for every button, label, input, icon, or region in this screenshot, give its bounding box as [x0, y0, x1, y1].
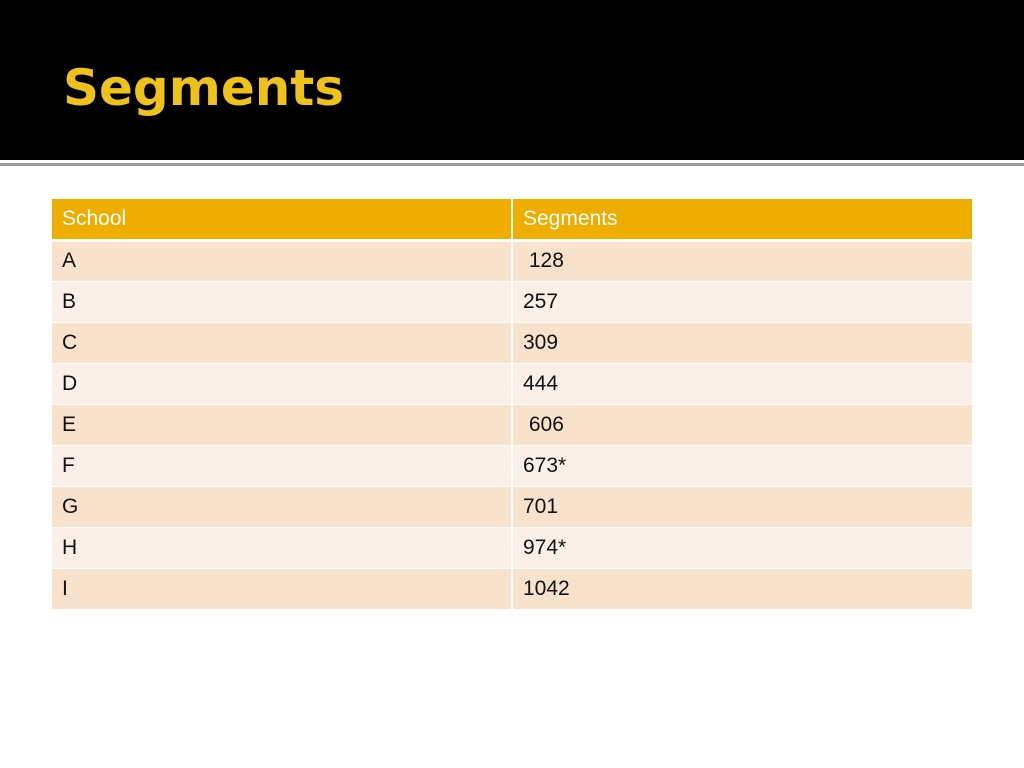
divider-gray: [0, 163, 1024, 166]
cell-segments: 128: [512, 240, 972, 282]
segments-table: School Segments A 128 B 257 C 309 D 444: [52, 199, 972, 610]
table-row: C 309: [52, 322, 972, 364]
cell-school: E: [52, 404, 513, 446]
table-row: F 673*: [52, 445, 972, 487]
header-school: School: [52, 199, 513, 242]
cell-school: A: [52, 240, 513, 282]
slide-title: Segments: [63, 59, 344, 117]
title-bar: Segments: [0, 0, 1024, 160]
cell-segments: 309: [512, 322, 972, 364]
cell-school: B: [52, 281, 513, 323]
table-row: H 974*: [52, 527, 972, 569]
cell-school: C: [52, 322, 513, 364]
cell-segments: 701: [512, 486, 972, 528]
table-row: E 606: [52, 404, 972, 446]
table-row: B 257: [52, 281, 972, 323]
cell-school: I: [52, 568, 513, 610]
cell-segments: 974*: [512, 527, 972, 569]
header-segments: Segments: [512, 199, 972, 242]
table-header-row: School Segments: [52, 199, 972, 242]
cell-segments: 444: [512, 363, 972, 405]
cell-school: G: [52, 486, 513, 528]
cell-school: H: [52, 527, 513, 569]
table-row: G 701: [52, 486, 972, 528]
cell-segments: 257: [512, 281, 972, 323]
cell-school: F: [52, 445, 513, 487]
divider-white: [0, 160, 1024, 163]
cell-school: D: [52, 363, 513, 405]
table-row: A 128: [52, 240, 972, 282]
table-row: D 444: [52, 363, 972, 405]
cell-segments: 673*: [512, 445, 972, 487]
cell-segments: 606: [512, 404, 972, 446]
table-row: I 1042: [52, 568, 972, 610]
cell-segments: 1042: [512, 568, 972, 610]
